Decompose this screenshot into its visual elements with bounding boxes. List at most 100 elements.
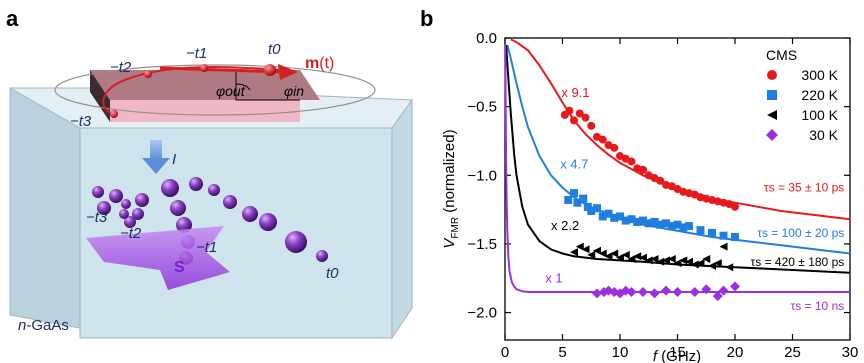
data-point-100k <box>616 253 624 262</box>
data-point-300k <box>598 135 607 144</box>
label-t2-top: −t2 <box>110 59 132 76</box>
scale-factor-100k: x 2.2 <box>551 218 579 233</box>
magnet-front <box>110 100 300 122</box>
data-point-100k <box>685 257 693 266</box>
data-point-100k <box>673 259 682 268</box>
data-point-30k <box>689 286 700 297</box>
tau-label-100k: τs = 420 ± 180 ps <box>751 255 845 269</box>
label-t0-bottom: t0 <box>326 265 339 282</box>
label-t0-top: t0 <box>268 41 281 58</box>
data-point-100k <box>708 261 716 270</box>
y-tick-label: −1.0 <box>467 167 497 184</box>
data-point-220k <box>598 212 607 221</box>
data-point-220k <box>633 217 642 226</box>
spin-trail-1 <box>119 193 149 228</box>
panel-a: a t0 m(t) −t1 −t2 −t3 φout φin I <box>6 6 413 340</box>
data-point-220k <box>570 189 578 198</box>
data-point-300k <box>610 143 619 152</box>
legend: CMS 300 K 220 K 100 K 30 K <box>766 47 839 143</box>
data-point-300k <box>565 106 574 115</box>
orbit-point-t2 <box>144 70 152 78</box>
legend-label-100k: 100 K <box>801 107 838 123</box>
legend-label-30k: 30 K <box>809 127 838 143</box>
data-point-220k <box>573 198 582 207</box>
data-point-100k <box>627 255 636 264</box>
fit-curve-30k <box>504 44 850 293</box>
data-point-30k <box>718 285 729 296</box>
data-point-100k <box>690 260 699 269</box>
data-point-30k <box>626 286 637 297</box>
data-point-220k <box>650 217 659 226</box>
data-point-220k <box>593 204 601 213</box>
label-current: I <box>172 151 176 168</box>
tau-label-30k: τs = 10 ns <box>790 299 844 313</box>
y-tick-label: −2.0 <box>467 305 497 322</box>
data-point-100k <box>667 255 676 264</box>
tau-label-220k: τs = 100 ± 20 ps <box>757 226 844 240</box>
current-arrowhead <box>142 158 170 174</box>
data-point-300k <box>639 165 647 174</box>
gaas-right-face <box>391 98 413 340</box>
data-point-220k <box>564 195 573 204</box>
tau-label-300k: τs = 35 ± 10 ps <box>764 181 844 195</box>
x-tick-label: 30 <box>842 344 859 361</box>
x-axis-ticks: 0 5 10 15 20 25 30 <box>501 38 859 361</box>
data-point-100k <box>650 255 659 264</box>
data-point-100k <box>656 257 665 266</box>
data-point-220k <box>656 220 665 229</box>
data-point-30k <box>672 286 683 297</box>
data-point-100k <box>644 256 653 265</box>
x-axis-label: f (GHz) <box>653 348 701 363</box>
data-point-30k <box>638 286 648 297</box>
spin-arrow <box>86 226 230 290</box>
magnetization-arrowhead <box>278 64 298 80</box>
data-point-220k <box>604 209 613 218</box>
data-point-100k <box>679 256 688 265</box>
data-point-220k <box>644 219 653 228</box>
scale-factor-220k: x 4.7 <box>560 156 588 171</box>
y-axis-ticks: 0.0 −0.5 −1.0 −1.5 −2.0 <box>467 30 850 322</box>
data-point-220k <box>667 222 676 231</box>
data-point-100k <box>662 256 670 265</box>
label-t1-bottom: −t1 <box>196 239 217 256</box>
legend-label-300k: 300 K <box>801 67 838 83</box>
label-t2-bottom: −t2 <box>120 225 142 242</box>
data-point-300k <box>575 109 584 118</box>
data-point-300k <box>581 113 590 122</box>
series-annotations: x 9.1 τs = 35 ± 10 ps x 4.7 τs = 100 ± 20 p… <box>545 85 844 313</box>
current-arrow-shaft <box>150 140 162 160</box>
data-point-100k <box>575 242 584 251</box>
data-point-220k <box>639 216 647 225</box>
data-point-220k <box>621 216 630 225</box>
data-point-30k <box>701 284 712 295</box>
legend-marker-300k <box>767 70 777 80</box>
label-mt: m(t) <box>305 55 334 72</box>
data-point-220k <box>719 231 728 240</box>
data-point-220k <box>662 219 670 228</box>
data-point-220k <box>673 220 682 229</box>
fit-curves <box>504 38 851 293</box>
data-point-100k <box>593 246 601 255</box>
x-tick-label: 10 <box>612 344 629 361</box>
data-point-30k <box>712 291 723 302</box>
data-point-220k <box>587 206 596 215</box>
data-point-220k <box>708 228 716 237</box>
panel-b-label: b <box>420 6 433 31</box>
x-tick-label: 25 <box>784 344 801 361</box>
panel-a-label: a <box>6 6 19 31</box>
data-point-100k <box>587 250 596 259</box>
data-point-30k <box>661 285 671 296</box>
data-point-220k <box>685 222 693 231</box>
data-point-100k <box>598 249 607 258</box>
x-tick-label: 0 <box>501 344 509 361</box>
data-point-220k <box>616 212 624 221</box>
data-point-300k <box>570 116 578 125</box>
data-point-30k <box>592 288 602 299</box>
data-point-100k <box>713 259 722 268</box>
data-point-300k <box>656 176 665 185</box>
fit-curve-100k <box>505 44 851 274</box>
data-point-300k <box>731 202 739 211</box>
data-point-30k <box>649 288 660 299</box>
legend-marker-100k <box>767 110 777 120</box>
spin-trail-3 <box>189 177 328 262</box>
